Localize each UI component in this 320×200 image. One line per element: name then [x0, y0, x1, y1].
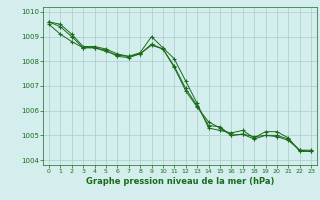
X-axis label: Graphe pression niveau de la mer (hPa): Graphe pression niveau de la mer (hPa)	[86, 177, 274, 186]
